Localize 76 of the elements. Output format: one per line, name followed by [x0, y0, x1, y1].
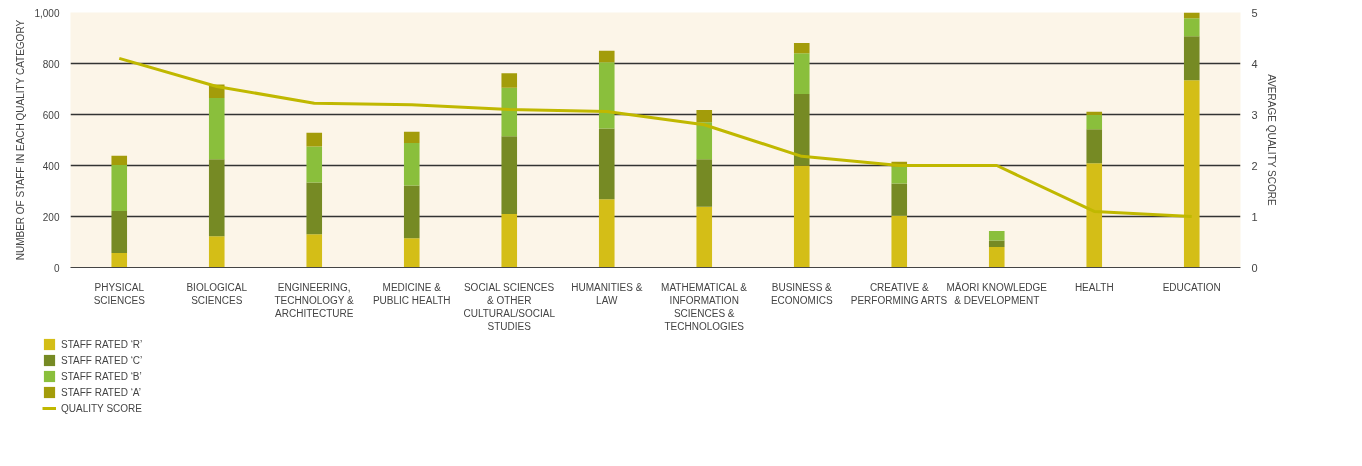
bar	[403, 185, 420, 239]
x-tick-label: ENGINEERING, TECHNOLOGY & ARCHITECTURE	[274, 281, 355, 319]
bar	[793, 165, 810, 268]
bar	[598, 50, 615, 63]
bar	[111, 155, 128, 165]
bar	[1183, 80, 1200, 268]
y2-tick-label: 0	[1251, 261, 1258, 274]
bar	[1183, 36, 1200, 81]
y-tick-label: 800	[42, 58, 60, 70]
legend-label: STAFF RATED ‘A’	[61, 385, 141, 399]
bar	[403, 238, 420, 268]
bar	[988, 231, 1005, 241]
bar	[988, 247, 1005, 268]
line-series	[117, 56, 1194, 218]
bar	[793, 43, 810, 54]
x-tick-label: BIOLOGICAL SCIENCES	[186, 281, 248, 306]
bar	[403, 143, 420, 186]
bar	[696, 122, 713, 160]
y2-axis-title: AVERAGE QUALITY SCORE	[1265, 74, 1277, 206]
y-axis-title: NUMBER OF STAFF IN EACH QUALITY CATEGORY	[15, 19, 27, 261]
bar	[1086, 111, 1103, 116]
bar	[306, 234, 323, 268]
y-tick-label: 1,000	[34, 7, 60, 19]
legend-label: QUALITY SCORE	[61, 401, 142, 415]
legend-label: STAFF RATED ‘C’	[61, 353, 143, 367]
bar	[598, 62, 615, 129]
bar	[1086, 129, 1103, 164]
bar	[1183, 18, 1200, 37]
bar	[696, 159, 713, 207]
bar	[306, 132, 323, 147]
bar	[306, 146, 323, 183]
y-tick-label: 0	[53, 262, 60, 274]
x-tick-label: SOCIAL SCIENCES & OTHER CULTURAL/SOCIAL STUDIES	[463, 281, 556, 333]
x-tick-label: MATHEMATICAL & INFORMATION SCIENCES & TECHNOLOGIES	[661, 281, 748, 333]
bar	[793, 94, 810, 166]
bar	[501, 87, 518, 137]
bar	[696, 109, 713, 123]
x-tick-label: CREATIVE & PERFORMING ARTS	[850, 281, 948, 306]
x-tick-label: BUSINESS & ECONOMICS	[770, 281, 833, 306]
bar	[891, 215, 908, 268]
bar	[208, 159, 225, 237]
legend-label: STAFF RATED ‘R’	[61, 337, 143, 351]
bar	[111, 210, 128, 253]
legend-label: STAFF RATED ‘B’	[61, 369, 142, 383]
bar	[988, 240, 1005, 248]
bar	[501, 213, 518, 268]
bar	[501, 136, 518, 214]
x-tick-label: HEALTH	[1074, 281, 1114, 293]
y-tick-label: 600	[42, 109, 60, 121]
bar	[598, 199, 615, 268]
y-tick-label: 200	[42, 211, 60, 223]
y2-tick-label: 5	[1251, 6, 1258, 19]
bar	[891, 183, 908, 216]
bar	[793, 53, 810, 95]
bar	[306, 182, 323, 235]
x-tick-label: HUMANITIES & LAW	[571, 281, 643, 306]
bar	[1086, 163, 1103, 268]
bar	[696, 206, 713, 268]
bar	[501, 73, 518, 88]
x-tick-label: MĀORI KNOWLEDGE & DEVELOPMENT	[946, 281, 1048, 306]
y-tick-label: 400	[42, 160, 60, 172]
bar	[111, 164, 128, 211]
bar	[598, 128, 615, 200]
bar	[1086, 115, 1103, 130]
y2-tick-label: 3	[1251, 108, 1258, 121]
y2-tick-label: 1	[1251, 210, 1258, 223]
bar	[891, 166, 908, 184]
bar	[111, 252, 128, 268]
bar	[208, 236, 225, 268]
bar	[208, 97, 225, 160]
y2-tick-label: 2	[1251, 159, 1258, 172]
x-tick-label: PHYSICAL SCIENCES	[93, 281, 146, 306]
x-tick-label: EDUCATION	[1162, 281, 1221, 293]
x-tick-label: MEDICINE & PUBLIC HEALTH	[372, 281, 451, 306]
y2-tick-label: 4	[1251, 57, 1258, 70]
bar	[403, 131, 420, 144]
